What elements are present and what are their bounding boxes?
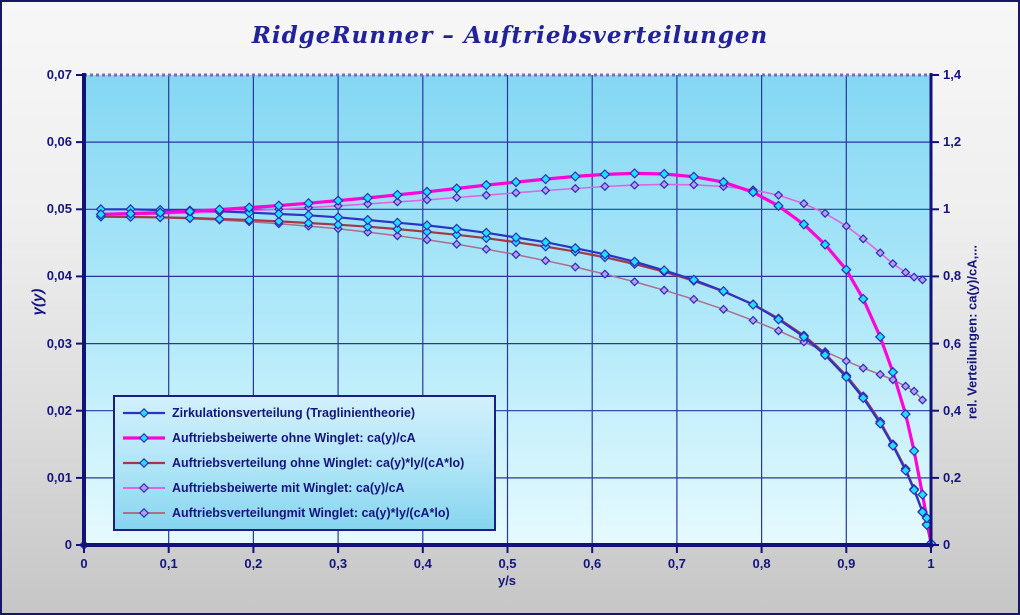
- right-axis-tick-label: 0: [943, 537, 951, 552]
- left-axis-title: γ(y): [29, 288, 47, 316]
- legend-marker-icon: [123, 408, 165, 419]
- legend-item-label: Auftriebsverteilung ohne Winglet: ca(y)*…: [172, 455, 465, 470]
- left-axis-tick-label: 0,03: [46, 335, 72, 351]
- left-axis-tick-label: 0,01: [46, 469, 72, 485]
- left-axis-tick-label: 0,06: [46, 134, 72, 150]
- x-axis-tick-label: 0,3: [329, 556, 348, 571]
- right-axis-tick-label: 0,6: [943, 335, 962, 351]
- right-axis-tick-label: 0,2: [943, 469, 962, 485]
- legend-item-label: Auftriebsverteilungmit Winglet: ca(y)*ly…: [172, 505, 450, 520]
- legend-item: Auftriebsbeiwerte ohne Winglet: ca(y)/cA: [121, 431, 488, 445]
- right-axis-tick-label: 1: [943, 201, 951, 217]
- x-axis-tick-label: 0,8: [752, 556, 771, 571]
- left-axis-tick-label: 0,02: [46, 402, 72, 418]
- legend-marker-icon: [123, 507, 165, 518]
- legend-marker-icon: [123, 482, 165, 493]
- x-axis-tick-label: 0,2: [244, 556, 263, 571]
- legend-marker-icon: [123, 457, 165, 469]
- x-axis-tick-label: 1: [927, 556, 935, 571]
- legend-item-label: Auftriebsbeiwerte mit Winglet: ca(y)/cA: [172, 480, 405, 495]
- legend: Zirkulationsverteilung (Traglinientheori…: [113, 395, 496, 531]
- right-axis-tick-label: 1,4: [943, 67, 962, 82]
- x-axis-tick-label: 0,7: [667, 556, 686, 571]
- left-axis-tick-label: 0,07: [46, 67, 72, 82]
- legend-item-label: Auftriebsbeiwerte ohne Winglet: ca(y)/cA: [172, 431, 416, 446]
- x-axis-tick-label: 0,1: [159, 556, 178, 571]
- x-axis-tick-label: 0,4: [413, 556, 432, 571]
- chart-title: RidgeRunner – Auftriebsverteilungen: [251, 22, 769, 49]
- legend-marker-icon: [123, 433, 165, 444]
- x-axis-tick-label: 0,6: [583, 556, 602, 571]
- legend-item: Auftriebsverteilungmit Winglet: ca(y)*ly…: [121, 506, 488, 520]
- x-axis-tick-label: 0,5: [498, 556, 517, 571]
- legend-item-label: Zirkulationsverteilung (Traglinientheori…: [172, 406, 416, 421]
- right-axis-tick-label: 1,2: [943, 134, 962, 150]
- right-axis-tick-label: 0,4: [943, 402, 962, 418]
- right-axis-title: rel. Verteilungen: ca(y)/cA,...: [964, 244, 980, 420]
- series-markers: [95, 168, 937, 549]
- legend-item: Auftriebsbeiwerte mit Winglet: ca(y)/cA: [121, 481, 488, 495]
- x-axis-title: y/s: [497, 573, 517, 588]
- left-axis-tick-label: 0,04: [46, 268, 72, 284]
- left-axis-tick-label: 0,05: [46, 201, 72, 217]
- legend-item: Auftriebsverteilung ohne Winglet: ca(y)*…: [121, 456, 488, 470]
- right-axis-tick-label: 0,8: [943, 268, 962, 284]
- left-axis-tick-label: 0: [64, 537, 72, 552]
- x-axis-tick-label: 0,9: [837, 556, 856, 571]
- legend-item: Zirkulationsverteilung (Traglinientheori…: [121, 406, 488, 420]
- x-axis-tick-label: 0: [80, 556, 88, 571]
